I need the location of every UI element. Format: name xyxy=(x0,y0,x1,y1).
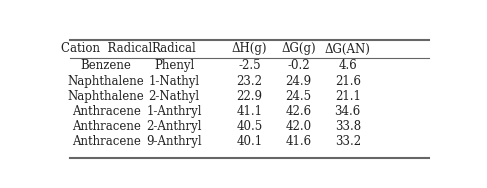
Text: 24.9: 24.9 xyxy=(285,75,312,88)
Text: ΔH(g): ΔH(g) xyxy=(232,42,267,55)
Text: 21.1: 21.1 xyxy=(335,90,361,103)
Text: 1-Nathyl: 1-Nathyl xyxy=(149,75,200,88)
Text: 23.2: 23.2 xyxy=(237,75,262,88)
Text: ΔG(AN): ΔG(AN) xyxy=(325,42,371,55)
Text: 40.1: 40.1 xyxy=(237,136,262,149)
Text: Naphthalene: Naphthalene xyxy=(68,75,145,88)
Text: -0.2: -0.2 xyxy=(287,59,310,73)
Text: ΔG(g): ΔG(g) xyxy=(281,42,316,55)
Text: -2.5: -2.5 xyxy=(238,59,261,73)
Text: 2-Nathyl: 2-Nathyl xyxy=(149,90,200,103)
Text: Phenyl: Phenyl xyxy=(154,59,194,73)
Text: 42.0: 42.0 xyxy=(285,120,312,133)
Text: 24.5: 24.5 xyxy=(285,90,312,103)
Text: 40.5: 40.5 xyxy=(237,120,262,133)
Text: 33.2: 33.2 xyxy=(335,136,361,149)
Text: Anthracene: Anthracene xyxy=(72,136,141,149)
Text: Cation  Radical: Cation Radical xyxy=(60,42,152,55)
Text: Naphthalene: Naphthalene xyxy=(68,90,145,103)
Text: 22.9: 22.9 xyxy=(237,90,262,103)
Text: 1-Anthryl: 1-Anthryl xyxy=(147,105,202,118)
Text: Anthracene: Anthracene xyxy=(72,120,141,133)
Text: Benzene: Benzene xyxy=(81,59,131,73)
Text: 41.6: 41.6 xyxy=(285,136,312,149)
Text: 4.6: 4.6 xyxy=(338,59,357,73)
Text: 41.1: 41.1 xyxy=(237,105,262,118)
Text: 42.6: 42.6 xyxy=(285,105,312,118)
Text: 9-Anthryl: 9-Anthryl xyxy=(146,136,202,149)
Text: 33.8: 33.8 xyxy=(335,120,361,133)
Text: Radical: Radical xyxy=(152,42,196,55)
Text: 2-Anthryl: 2-Anthryl xyxy=(147,120,202,133)
Text: 21.6: 21.6 xyxy=(335,75,361,88)
Text: 34.6: 34.6 xyxy=(335,105,361,118)
Text: Anthracene: Anthracene xyxy=(72,105,141,118)
